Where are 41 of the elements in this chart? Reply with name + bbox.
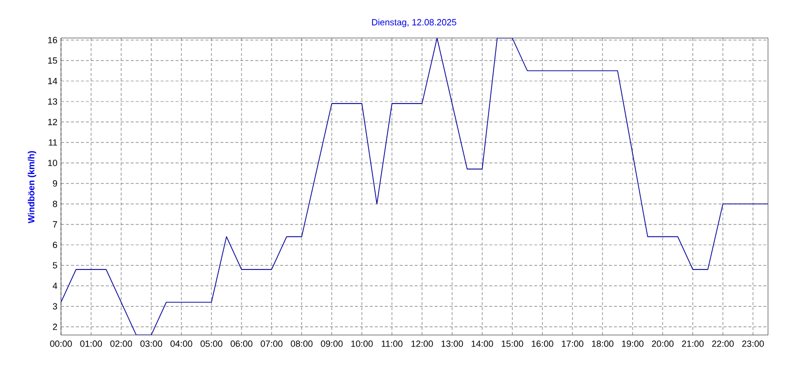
- x-tick-label: 10:00: [351, 340, 373, 347]
- x-tick-label: 18:00: [592, 340, 614, 347]
- y-tick-label: 11: [48, 139, 58, 146]
- x-tick-label: 03:00: [140, 340, 162, 347]
- x-tick-label: 05:00: [200, 340, 222, 347]
- x-tick-label: 17:00: [562, 340, 584, 347]
- y-tick-label: 8: [52, 200, 58, 208]
- y-tick-label: 10: [48, 160, 58, 166]
- y-tick-label: 13: [48, 98, 58, 105]
- chart-title: Dienstag, 12.08.2025: [372, 18, 456, 28]
- x-tick-label: 01:00: [80, 340, 102, 347]
- y-tick-label: 9: [52, 180, 58, 187]
- x-tick-label: 04:00: [170, 340, 192, 347]
- y-tick-label: 5: [52, 262, 58, 268]
- y-tick-label: 12: [48, 118, 58, 126]
- y-axis-title: Windböen (km/h): [28, 151, 36, 224]
- x-tick-label: 19:00: [622, 340, 644, 347]
- x-tick-label: 12:00: [411, 340, 433, 347]
- y-tick-label: 6: [52, 242, 58, 248]
- y-tick-label: 7: [52, 221, 58, 228]
- x-tick-label: 02:00: [110, 340, 132, 347]
- x-tick-label: 11:00: [382, 340, 402, 347]
- x-tick-label: 13:00: [442, 340, 463, 347]
- y-tick-label: 3: [52, 303, 58, 310]
- y-tick-label: 15: [48, 57, 58, 64]
- x-tick-label: 00:00: [50, 340, 72, 347]
- x-tick-label: 21:00: [682, 340, 704, 347]
- x-tick-label: 20:00: [652, 340, 674, 347]
- x-tick-label: 06:00: [230, 340, 252, 347]
- x-tick-label: 14:00: [472, 340, 494, 347]
- y-tick-label: 16: [48, 36, 58, 44]
- y-tick-label: 2: [52, 324, 58, 330]
- x-tick-label: 23:00: [742, 340, 764, 347]
- x-tick-label: 08:00: [290, 340, 313, 347]
- x-tick-label: 07:00: [260, 340, 282, 347]
- x-tick-label: 15:00: [502, 340, 524, 347]
- x-tick-label: 09:00: [320, 340, 343, 347]
- y-tick-label: 4: [52, 282, 58, 289]
- y-tick-label: 14: [48, 78, 58, 84]
- x-tick-label: 22:00: [712, 340, 734, 347]
- x-tick-label: 16:00: [532, 340, 554, 347]
